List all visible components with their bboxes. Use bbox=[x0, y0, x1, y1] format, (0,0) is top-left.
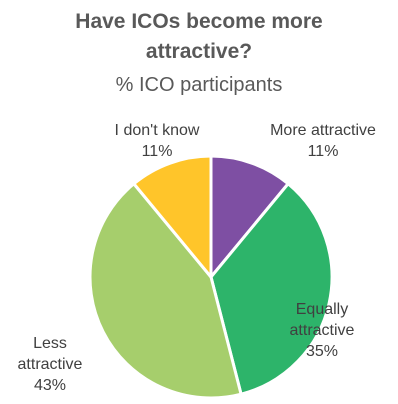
label-equally-attractive: Equally attractive 35% bbox=[277, 299, 367, 362]
chart-subtitle: % ICO participants bbox=[115, 74, 283, 96]
chart-title-line-2: attractive? bbox=[145, 40, 253, 63]
label-equally-pct: 35% bbox=[305, 343, 339, 360]
label-less-pct: 43% bbox=[33, 377, 67, 394]
label-more-attractive-name: More attractive bbox=[270, 122, 376, 139]
slice-less-attractive bbox=[88, 182, 243, 400]
label-equally-line-2: attractive bbox=[289, 322, 355, 339]
label-dont-know: I don't know 11% bbox=[92, 120, 222, 162]
chart-title-line-1: Have ICOs become more bbox=[75, 10, 323, 33]
label-less-attractive: Less attractive 43% bbox=[4, 333, 96, 396]
label-dont-know-name: I don't know bbox=[114, 122, 200, 139]
label-more-attractive-pct: 11% bbox=[307, 143, 339, 160]
slice-equally-attractive bbox=[209, 182, 334, 396]
label-more-attractive: More attractive 11% bbox=[253, 120, 393, 162]
label-less-line-2: attractive bbox=[17, 356, 83, 373]
slice-dont-know bbox=[132, 154, 213, 279]
label-equally-line-1: Equally bbox=[295, 301, 349, 318]
slice-more-attractive bbox=[209, 154, 290, 279]
label-less-line-1: Less bbox=[33, 335, 67, 352]
label-dont-know-pct: 11% bbox=[141, 143, 173, 160]
